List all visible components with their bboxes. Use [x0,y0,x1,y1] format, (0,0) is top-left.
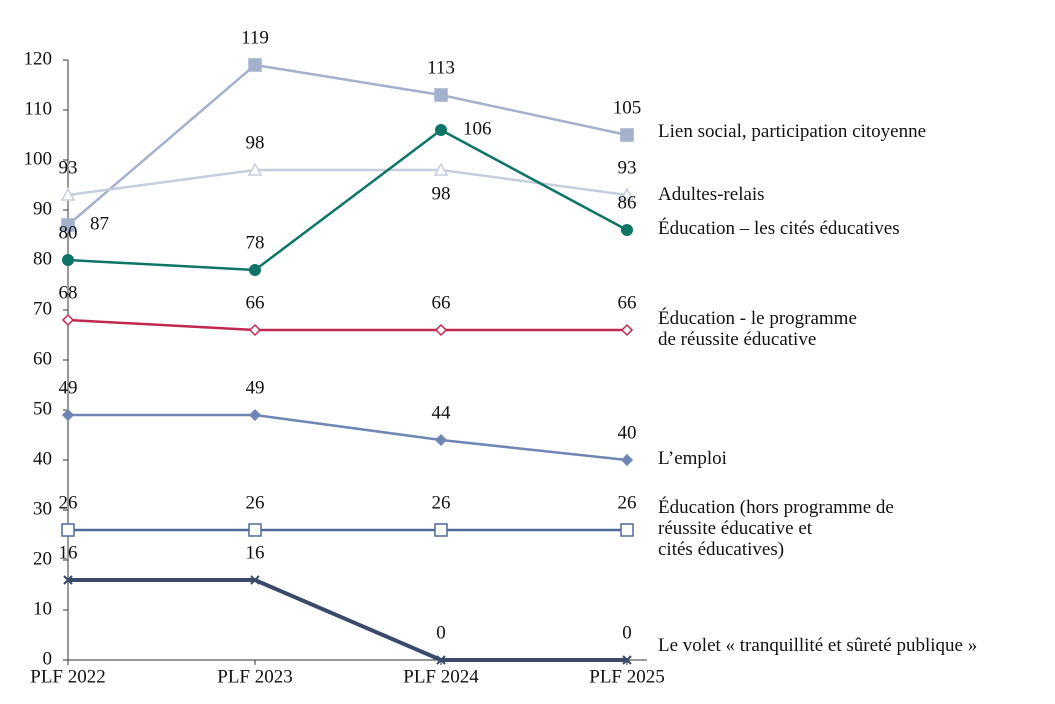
data-label: 26 [59,492,78,513]
y-tick-label: 70 [33,298,52,319]
data-label: 49 [246,377,265,398]
x-tick-label: PLF 2024 [403,666,479,687]
marker [63,575,73,585]
marker [620,128,634,142]
y-tick-label: 0 [43,648,53,669]
marker [247,162,263,176]
marker [61,313,75,327]
series-line [67,318,627,332]
data-label: 66 [618,292,637,313]
data-label: 98 [432,183,451,204]
marker [622,655,632,665]
y-tick-label: 10 [33,598,52,619]
data-label: 78 [246,232,265,253]
x-tick-label: PLF 2023 [217,666,293,687]
legend-label: Éducation (hors programme de réussite éd… [658,497,894,560]
y-tick-label: 80 [33,248,52,269]
series-line [67,128,628,272]
y-tick-label: 100 [24,148,53,169]
y-tick-label: 120 [24,48,53,69]
marker [434,88,448,102]
x-tick-label: PLF 2025 [589,666,665,687]
data-label: 40 [618,422,637,443]
data-label: 49 [59,377,78,398]
marker [621,224,633,236]
data-label: 66 [432,292,451,313]
y-tick-label: 90 [33,198,52,219]
series-line [68,578,627,662]
marker [250,575,260,585]
legend-label: Lien social, participation citoyenne [658,121,927,142]
data-label: 0 [622,622,632,643]
data-label: 119 [241,27,269,48]
data-label: 106 [463,118,492,139]
marker [249,264,261,276]
data-label: 26 [618,492,637,513]
marker [434,433,448,447]
y-tick-label: 50 [33,398,52,419]
marker [620,323,634,337]
y-tick-label: 110 [24,98,52,119]
data-label: 0 [436,622,446,643]
marker [620,523,634,537]
marker [61,408,75,422]
data-label: 105 [613,97,642,118]
data-label: 16 [246,542,265,563]
data-label: 66 [246,292,265,313]
x-tick-label: PLF 2022 [30,666,106,687]
marker [248,58,262,72]
y-tick-label: 60 [33,348,52,369]
series-line [67,63,628,226]
marker [62,254,74,266]
data-label: 86 [618,192,637,213]
marker [61,218,75,232]
series-line [67,168,628,197]
marker [435,124,447,136]
data-label: 93 [59,157,78,178]
legend-label: L’emploi [658,448,727,469]
legend-label: Le volet « tranquillité et sûreté publiq… [658,635,978,656]
data-label: 113 [427,57,455,78]
marker [248,523,262,537]
data-label: 26 [246,492,265,513]
marker [248,408,262,422]
marker [434,523,448,537]
y-tick-label: 30 [33,498,52,519]
marker [619,187,635,201]
data-label: 98 [246,132,265,153]
series-line [68,413,628,462]
data-label: 68 [59,282,78,303]
marker [434,323,448,337]
y-tick-label: 20 [33,548,52,569]
y-tick-label: 40 [33,448,52,469]
data-label: 26 [432,492,451,513]
data-label: 87 [90,213,109,234]
marker [433,162,449,176]
legend-label: Éducation - le programme de réussite édu… [658,308,857,350]
marker [436,655,446,665]
data-label: 44 [432,402,452,423]
marker [248,323,262,337]
legend-label: Adultes-relais [658,184,765,205]
data-label: 80 [59,222,78,243]
data-label: 16 [59,542,78,563]
marker [620,453,634,467]
marker [60,187,76,201]
legend-label: Éducation – les cités éducatives [658,218,900,239]
marker [61,523,75,537]
data-label: 93 [618,157,637,178]
